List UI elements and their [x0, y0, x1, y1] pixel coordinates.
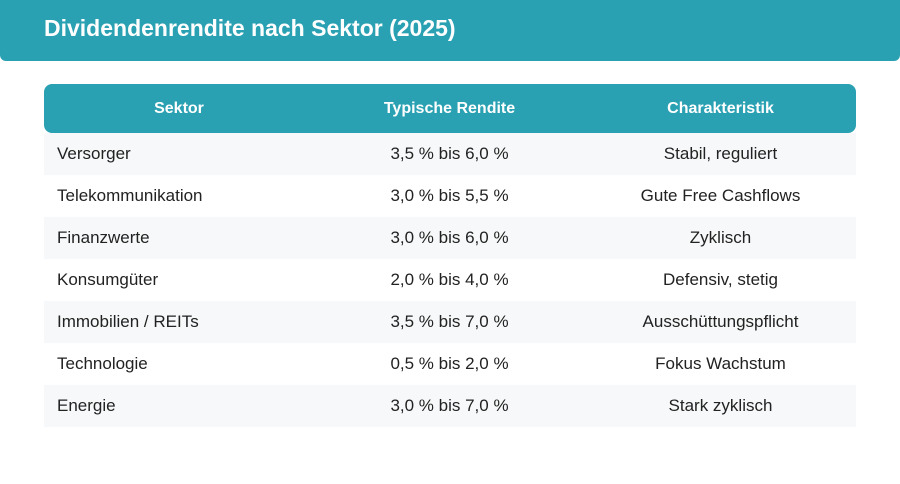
cell-sektor: Konsumgüter [57, 270, 159, 289]
cell-charakteristik: Stabil, reguliert [663, 144, 778, 163]
cell-charakteristik: Stark zyklisch [668, 396, 773, 415]
table-row: Technologie 0,5 % bis 2,0 % Fokus Wachst… [44, 343, 856, 385]
page-title: Dividendenrendite nach Sektor (2025) [44, 15, 456, 41]
cell-sektor: Versorger [57, 144, 131, 163]
cell-charakteristik: Ausschüttungspflicht [642, 312, 799, 331]
table-row: Versorger 3,5 % bis 6,0 % Stabil, reguli… [44, 133, 856, 175]
table-row: Telekommunikation 3,0 % bis 5,5 % Gute F… [44, 175, 856, 217]
table-row: Konsumgüter 2,0 % bis 4,0 % Defensiv, st… [44, 259, 856, 301]
title-bar: Dividendenrendite nach Sektor (2025) [0, 0, 900, 61]
sector-yield-table: Sektor Typische Rendite Charakteristik V… [44, 84, 856, 427]
table-row: Energie 3,0 % bis 7,0 % Stark zyklisch [44, 385, 856, 427]
cell-charakteristik: Fokus Wachstum [655, 354, 786, 373]
header-sektor: Sektor [154, 99, 204, 117]
cell-sektor: Immobilien / REITs [57, 312, 199, 331]
cell-sektor: Telekommunikation [57, 186, 203, 205]
cell-rendite: 2,0 % bis 4,0 % [390, 270, 509, 289]
cell-sektor: Technologie [57, 354, 148, 373]
header-charakteristik: Charakteristik [667, 99, 774, 117]
cell-rendite: 3,0 % bis 6,0 % [390, 228, 509, 247]
cell-rendite: 0,5 % bis 2,0 % [390, 354, 509, 373]
cell-charakteristik: Gute Free Cashflows [640, 186, 801, 205]
cell-rendite: 3,0 % bis 5,5 % [390, 186, 509, 205]
cell-rendite: 3,5 % bis 7,0 % [390, 312, 509, 331]
table-row: Immobilien / REITs 3,5 % bis 7,0 % Aussc… [44, 301, 856, 343]
table-row: Finanzwerte 3,0 % bis 6,0 % Zyklisch [44, 217, 856, 259]
header-typische-rendite: Typische Rendite [383, 99, 516, 117]
cell-sektor: Energie [57, 396, 116, 415]
cell-charakteristik: Defensiv, stetig [663, 270, 778, 289]
cell-rendite: 3,5 % bis 6,0 % [390, 144, 509, 163]
cell-rendite: 3,0 % bis 7,0 % [390, 396, 509, 415]
cell-sektor: Finanzwerte [57, 228, 150, 247]
table-header-row: Sektor Typische Rendite Charakteristik [44, 84, 856, 133]
cell-charakteristik: Zyklisch [689, 228, 752, 247]
sector-table-container: Sektor Typische Rendite Charakteristik V… [44, 84, 856, 427]
